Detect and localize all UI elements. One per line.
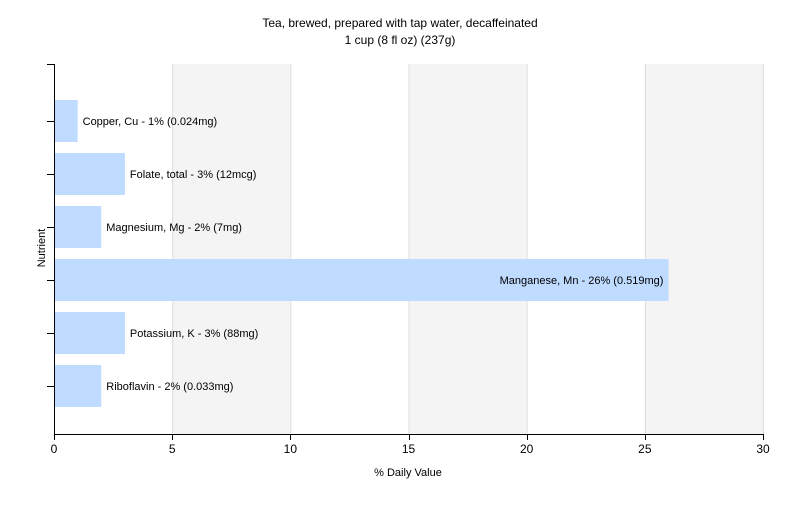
x-tick-label: 20	[520, 442, 534, 456]
x-tick-label: 15	[402, 442, 416, 456]
bar-label: Riboflavin - 2% (0.033mg)	[106, 381, 233, 393]
bar-label: Copper, Cu - 1% (0.024mg)	[83, 116, 218, 128]
grid-lines	[172, 64, 764, 434]
bars	[55, 100, 669, 407]
x-tick-label: 25	[638, 442, 652, 456]
bar	[55, 365, 102, 407]
plot-stripe	[644, 64, 763, 434]
bar	[55, 206, 102, 248]
chart-subtitle: 1 cup (8 fl oz) (237g)	[345, 33, 456, 47]
x-axis-label: % Daily Value	[374, 467, 442, 479]
x-tick-label: 30	[756, 442, 770, 456]
axis-ticks: 0 5 10 15 20 25 30	[47, 121, 770, 456]
plot-stripe	[290, 64, 409, 434]
bar-labels: Copper, Cu - 1% (0.024mg) Folate, total -…	[83, 116, 664, 393]
bar	[55, 100, 78, 142]
bar-label: Manganese, Mn - 26% (0.519mg)	[500, 275, 664, 287]
chart-title: Tea, brewed, prepared with tap water, de…	[262, 16, 537, 30]
x-tick-label: 5	[169, 442, 176, 456]
x-tick-label: 0	[51, 442, 58, 456]
plot-background	[54, 64, 763, 434]
y-axis-label: Nutrient	[36, 229, 48, 268]
bar-label: Magnesium, Mg - 2% (7mg)	[106, 222, 242, 234]
bar	[55, 259, 669, 301]
bar-label: Folate, total - 3% (12mcg)	[130, 169, 257, 181]
x-tick-label: 10	[284, 442, 298, 456]
plot-stripe	[408, 64, 527, 434]
bar	[55, 312, 125, 354]
bar-label: Potassium, K - 3% (88mg)	[130, 328, 258, 340]
bar	[55, 153, 125, 195]
plot-stripe	[172, 64, 291, 434]
plot-stripe	[526, 64, 645, 434]
